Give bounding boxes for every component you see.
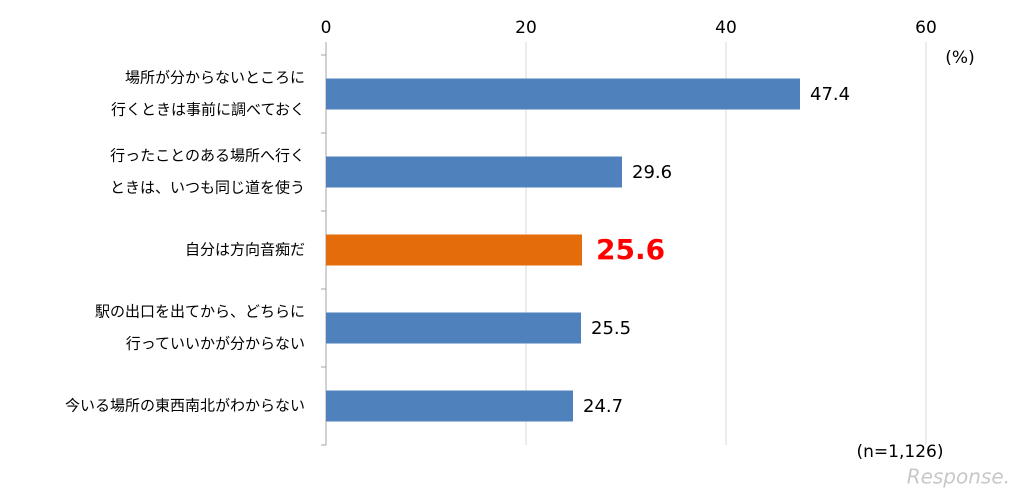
watermark: Response.: [907, 465, 1010, 489]
category-label: 駅の出口を出てから、どちらに: [95, 303, 305, 321]
category-label: ときは、いつも同じ道を使う: [110, 179, 305, 197]
bar: [326, 390, 573, 422]
category-label: 行っていいかが分からない: [126, 335, 305, 353]
category-label: 今いる場所の東西南北がわからない: [65, 397, 305, 415]
value-label: 47.4: [810, 84, 850, 105]
x-tick-label: 60: [915, 18, 937, 38]
bar: [326, 156, 622, 188]
x-tick-label: 20: [515, 18, 537, 38]
unit-label: (%): [945, 48, 974, 68]
x-tick-label: 0: [321, 18, 332, 38]
category-label: 行くときは事前に調べておく: [111, 101, 305, 119]
bar: [326, 234, 582, 266]
value-label: 25.5: [591, 318, 631, 339]
bar: [326, 312, 581, 344]
note: (n=1,126): [857, 442, 944, 462]
x-tick-label: 40: [715, 18, 737, 38]
category-label: 行ったことのある場所へ行く: [110, 147, 305, 165]
bar: [326, 78, 800, 110]
category-label: 場所が分からないところに: [125, 69, 305, 87]
value-label: 24.7: [583, 396, 623, 417]
category-label: 自分は方向音痴だ: [185, 241, 305, 259]
value-label: 25.6: [596, 233, 665, 266]
value-label: 29.6: [632, 162, 672, 183]
